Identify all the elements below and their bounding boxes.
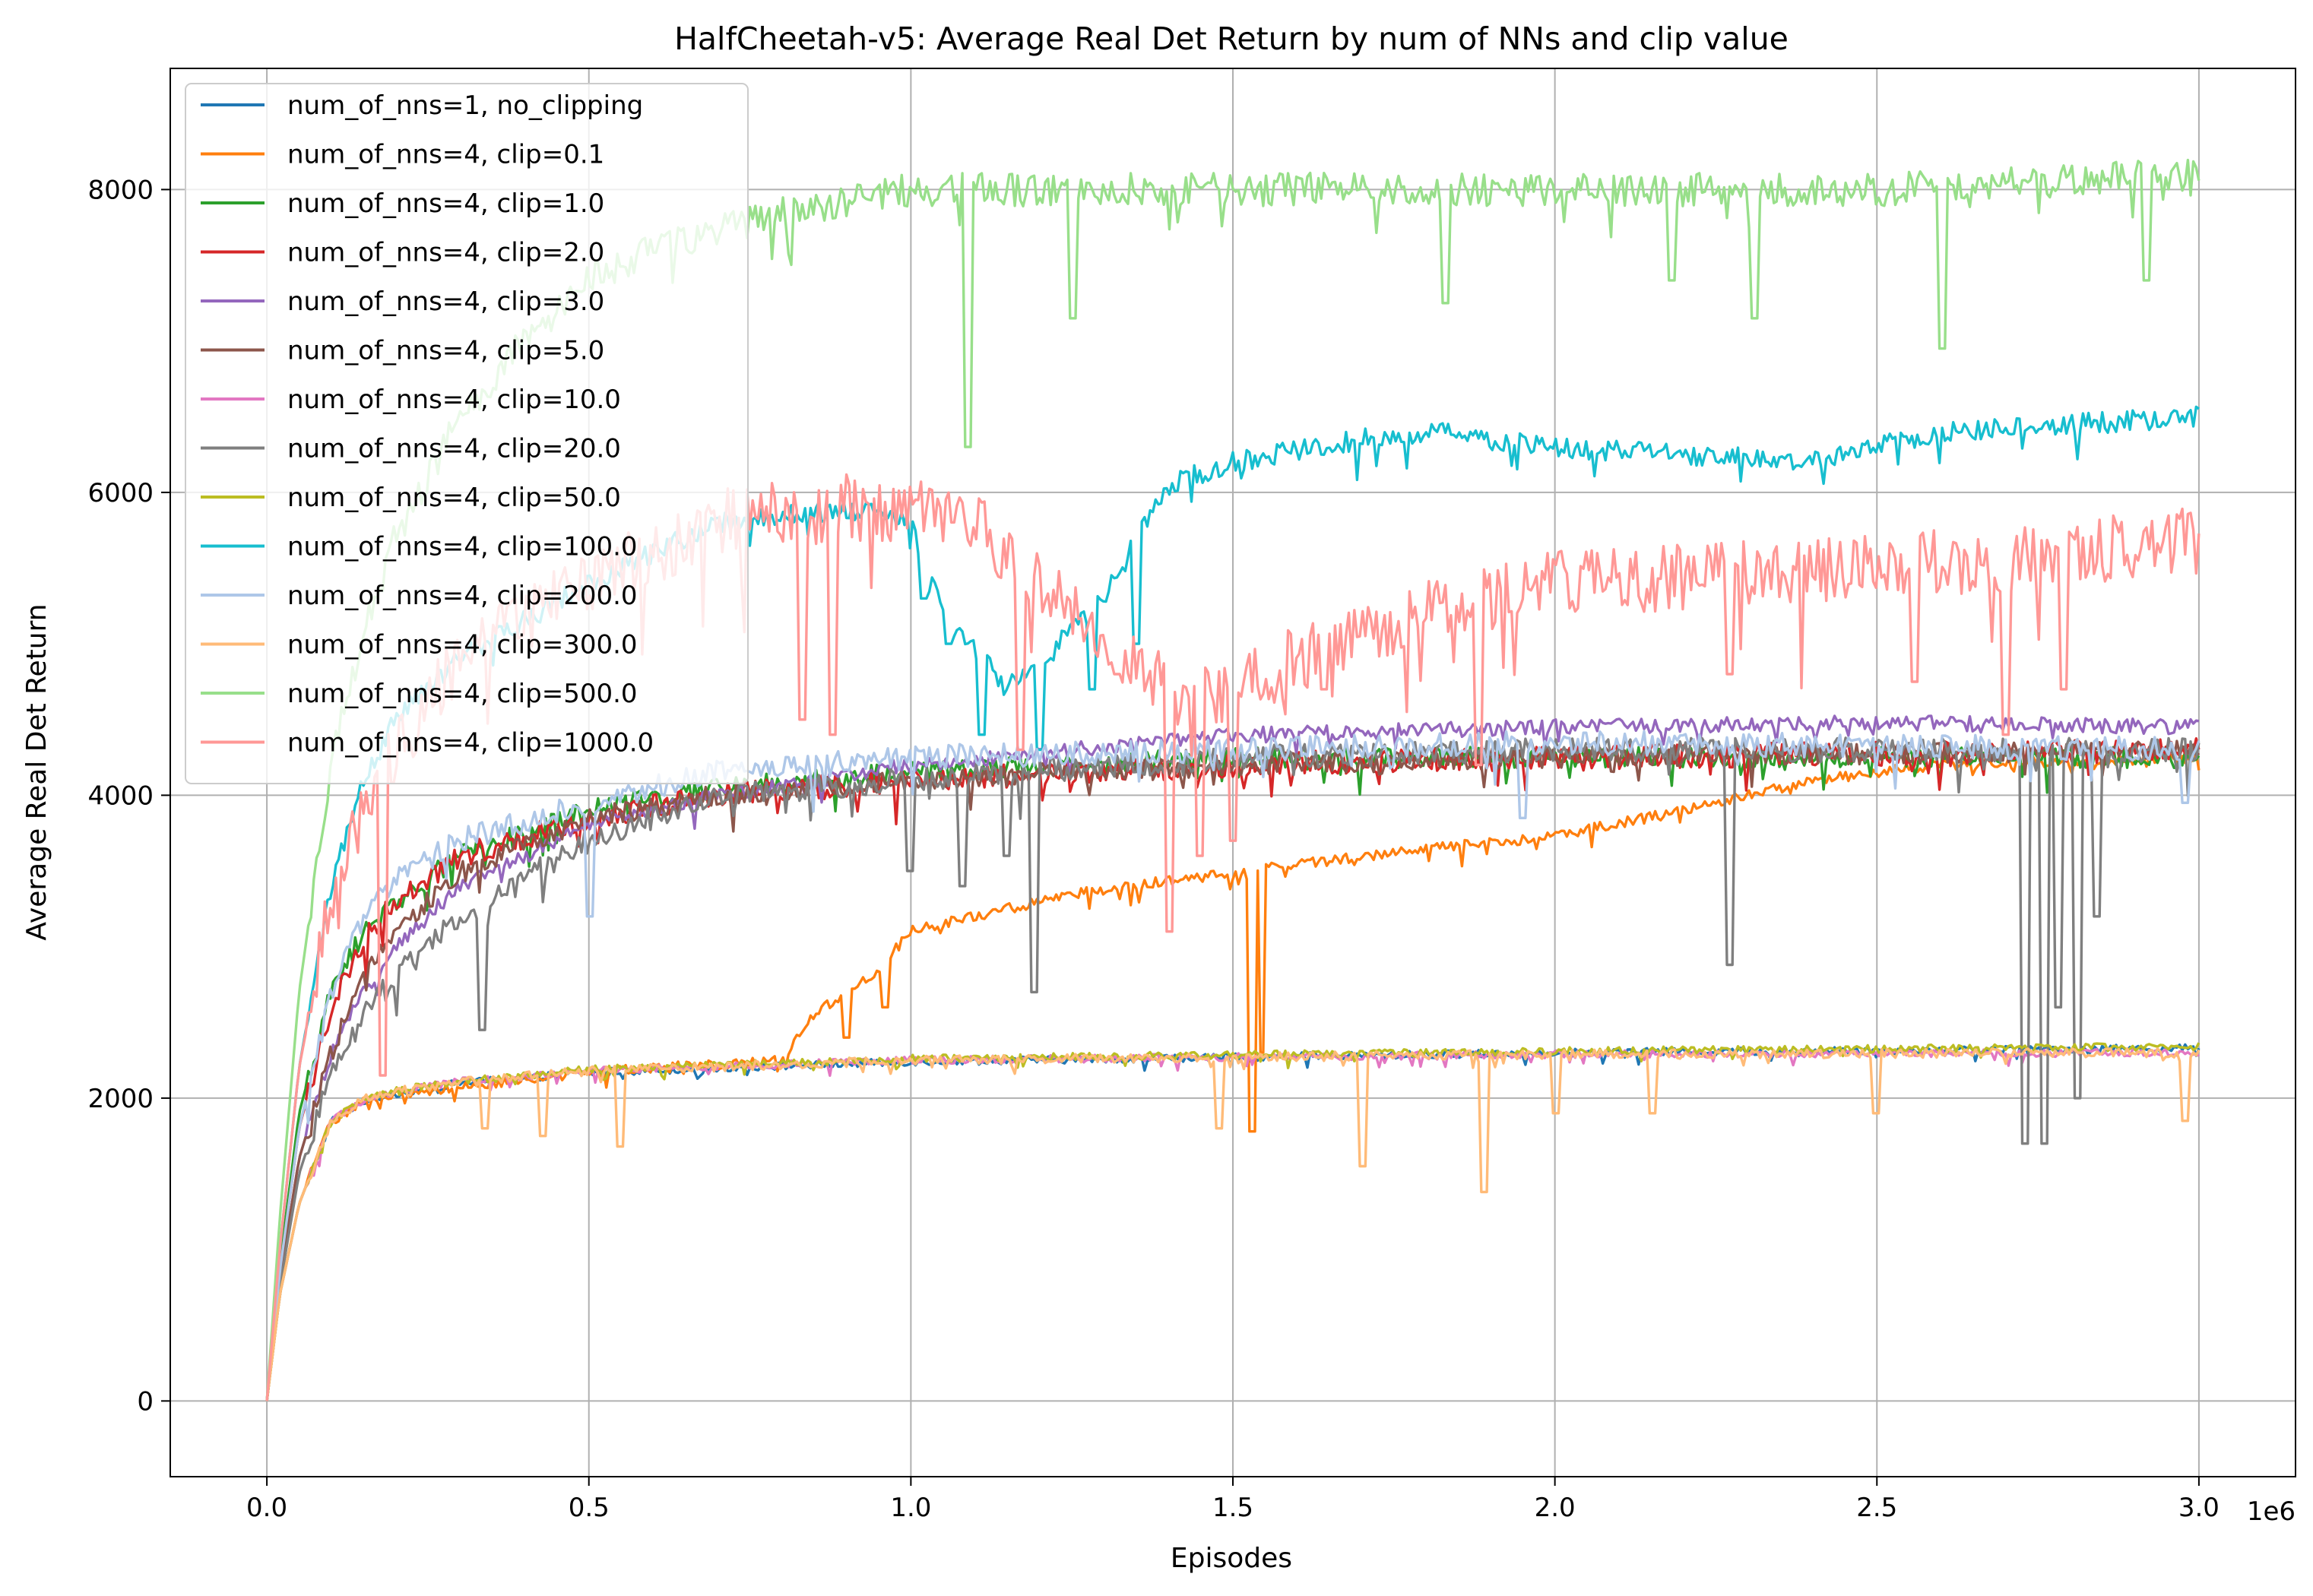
series-line <box>265 714 2200 1401</box>
series-line <box>265 736 2201 1401</box>
legend-entry: num_of_nns=4, clip=300.0 <box>287 630 638 660</box>
legend-entry: num_of_nns=4, clip=1.0 <box>287 188 604 219</box>
y-axis-label: Average Real Det Return <box>21 603 52 940</box>
legend-entry: num_of_nns=4, clip=1000.0 <box>287 728 654 758</box>
legend-entry: num_of_nns=1, no_clipping <box>287 90 643 121</box>
legend-entry: num_of_nns=4, clip=20.0 <box>287 434 621 464</box>
x-axis-offset-label: 1e6 <box>2247 1496 2296 1527</box>
y-tick-label: 4000 <box>87 781 154 811</box>
y-tick-label: 8000 <box>87 175 154 205</box>
x-tick-label: 1.5 <box>1212 1493 1253 1523</box>
x-tick-label: 1.0 <box>890 1493 931 1523</box>
legend: num_of_nns=1, no_clipping num_of_nns=4, c… <box>185 83 749 784</box>
series-line <box>265 737 2201 1401</box>
legend-box <box>185 83 749 784</box>
x-tick-label: 0.5 <box>569 1493 610 1523</box>
x-tick-label: 2.5 <box>1856 1493 1897 1523</box>
y-tick-label: 0 <box>137 1386 154 1417</box>
legend-entry: num_of_nns=4, clip=50.0 <box>287 483 621 513</box>
legend-entry: num_of_nns=4, clip=100.0 <box>287 532 638 562</box>
x-tick-label: 0.0 <box>246 1493 287 1523</box>
legend-entry: num_of_nns=4, clip=5.0 <box>287 336 604 366</box>
legend-entry: num_of_nns=4, clip=0.1 <box>287 140 604 170</box>
chart-title: HalfCheetah-v5: Average Real Det Return … <box>674 21 1789 57</box>
legend-entry: num_of_nns=4, clip=2.0 <box>287 238 604 268</box>
legend-entry: num_of_nns=4, clip=200.0 <box>287 581 638 611</box>
series-layer <box>265 158 2201 1401</box>
series-line <box>265 730 2201 1401</box>
x-axis-label: Episodes <box>1171 1543 1292 1574</box>
y-tick-label: 6000 <box>87 478 154 508</box>
series-line <box>265 1047 2201 1401</box>
y-tick-label: 2000 <box>87 1084 154 1114</box>
legend-entry: num_of_nns=4, clip=10.0 <box>287 385 621 415</box>
ticks: 0.0 0.5 1.0 1.5 2.0 2.5 3.0 0 2000 4000 6000 8000 <box>87 175 2219 1523</box>
x-tick-label: 2.0 <box>1535 1493 1576 1523</box>
legend-entry: num_of_nns=4, clip=500.0 <box>287 679 638 709</box>
legend-entry: num_of_nns=4, clip=3.0 <box>287 287 604 317</box>
x-tick-label: 3.0 <box>2178 1493 2220 1523</box>
